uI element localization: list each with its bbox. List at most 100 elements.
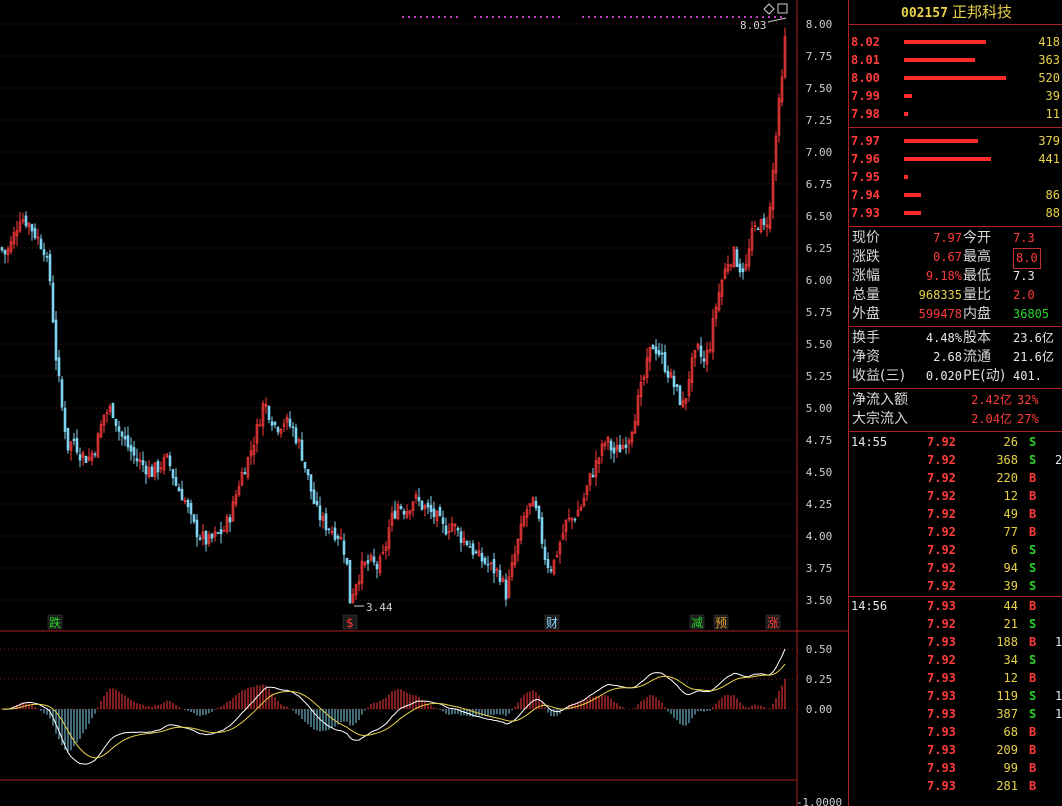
event-marker-box[interactable] — [689, 614, 705, 630]
quote-value: 2.68 — [933, 350, 962, 364]
bid-price: 7.96 — [851, 152, 880, 166]
ask-row[interactable]: 8.01 363 — [849, 51, 1062, 69]
candle-body — [273, 421, 277, 425]
quote-row: 净流入额 2.42亿 32% — [849, 391, 1062, 410]
event-marker-box[interactable] — [342, 614, 358, 630]
candle-body — [420, 500, 424, 510]
info-dot — [546, 16, 548, 18]
info-dot — [522, 16, 524, 18]
tick-volume: 39 — [1003, 579, 1018, 593]
info-dot — [696, 16, 698, 18]
candle-body — [675, 384, 679, 387]
info-dot — [732, 16, 734, 18]
candle-body — [6, 248, 10, 256]
event-marker[interactable]: $ — [346, 616, 354, 630]
info-dot — [654, 16, 656, 18]
info-dot — [636, 16, 638, 18]
bid-row[interactable]: 7.96 441 — [849, 150, 1062, 168]
info-dot — [432, 16, 434, 18]
candle-body — [450, 523, 454, 532]
candle-body — [354, 584, 358, 596]
candle-body — [18, 221, 22, 232]
ask-row[interactable]: 8.02 418 — [849, 33, 1062, 51]
candle-body — [144, 465, 148, 475]
info-dot — [510, 16, 512, 18]
candle-body — [33, 227, 37, 238]
candle-body — [54, 319, 58, 361]
candle-body — [360, 560, 364, 584]
event-marker[interactable]: 财 — [546, 616, 558, 630]
candle-body — [36, 236, 40, 239]
candle-body — [267, 406, 271, 421]
event-marker-box[interactable] — [544, 614, 560, 630]
tick-row: 7.93 12 B — [849, 669, 1062, 687]
info-dot — [582, 16, 584, 18]
tick-volume: 220 — [996, 471, 1018, 485]
ask-row[interactable]: 7.98 11 — [849, 105, 1062, 123]
candle-body — [480, 552, 484, 562]
candle-body — [333, 527, 337, 540]
candle-body — [738, 263, 742, 273]
candle-body — [750, 228, 754, 251]
bid-row[interactable]: 7.94 86 — [849, 186, 1062, 204]
candle-body — [567, 517, 571, 520]
candle-body — [228, 517, 232, 523]
candle-body — [474, 551, 478, 554]
candle-body — [381, 551, 385, 554]
tick-row: 7.92 34 S — [849, 651, 1062, 669]
ask-volume-bar — [904, 40, 986, 44]
bid-volume-bar — [904, 157, 991, 161]
price-axis-label: 5.75 — [806, 306, 833, 319]
candle-body — [588, 473, 592, 486]
tick-price: 7.92 — [927, 507, 956, 521]
event-marker[interactable]: 涨 — [767, 615, 779, 630]
candle-body — [189, 503, 193, 515]
info-dot — [756, 16, 758, 18]
kline-chart[interactable]: 8.00 7.75 7.50 7.25 7.00 6.75 6.50 6.25 6.00 5.75… — [0, 0, 848, 806]
candle-body — [183, 499, 187, 503]
bid-row[interactable]: 7.95 — [849, 168, 1062, 186]
price-axis-label: 6.00 — [806, 274, 833, 287]
event-marker[interactable]: 预 — [715, 616, 727, 630]
candle-body — [21, 219, 25, 222]
tick-side: B — [1029, 671, 1037, 685]
bid-volume: 379 — [1038, 134, 1060, 148]
event-marker-box[interactable] — [47, 614, 63, 630]
ask-row[interactable]: 7.99 39 — [849, 87, 1062, 105]
candle-body — [243, 472, 247, 475]
price-axis-label: 5.50 — [806, 338, 833, 351]
candle-body — [207, 534, 211, 544]
candle-body — [417, 496, 421, 502]
event-marker[interactable]: 跌 — [49, 615, 61, 630]
bid-row[interactable]: 7.97 379 — [849, 132, 1062, 150]
info-dot — [618, 16, 620, 18]
bid-row[interactable]: 7.93 88 — [849, 204, 1062, 222]
candle-body — [693, 349, 697, 359]
tick-row: 7.92 49 B — [849, 505, 1062, 523]
tick-price: 7.93 — [927, 689, 956, 703]
tick-side: S — [1029, 707, 1037, 721]
quote-label: 最低 — [963, 268, 991, 284]
candle-body — [231, 501, 235, 522]
event-marker-box[interactable] — [713, 614, 729, 630]
candle-body — [102, 414, 106, 426]
candle-body — [93, 453, 97, 456]
candle-body — [654, 346, 658, 354]
candle-body — [606, 437, 610, 443]
ask-row[interactable]: 8.00 520 — [849, 69, 1062, 87]
bid-volume-bar — [904, 175, 908, 179]
event-marker[interactable]: 减 — [691, 616, 703, 630]
candle-body — [78, 454, 82, 461]
tick-list[interactable]: 14:55 7.92 26 S 7.92 368 S 2 7.92 220 B 7.92 12 B 7.92… — [849, 432, 1062, 795]
candle-body — [468, 546, 472, 548]
event-marker-box[interactable] — [765, 614, 781, 630]
candle-body — [441, 517, 445, 524]
candle-body — [504, 579, 508, 600]
diamond-icon — [763, 3, 775, 15]
candle-body — [609, 440, 613, 451]
candle-body — [96, 433, 100, 458]
candle-body — [510, 562, 514, 577]
candle-body — [684, 398, 688, 404]
info-dot — [516, 16, 518, 18]
candle-body — [3, 249, 7, 255]
